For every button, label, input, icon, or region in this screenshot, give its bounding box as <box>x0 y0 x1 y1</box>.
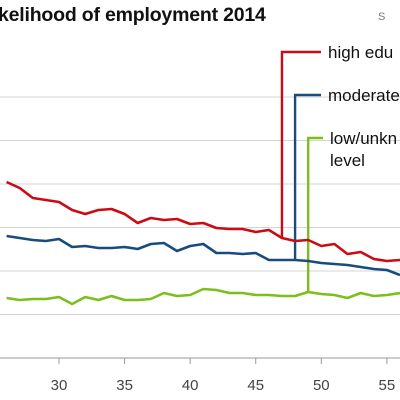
legend-leader-line <box>293 93 321 260</box>
x-tick-label: 35 <box>116 377 133 394</box>
legend-leader-line <box>280 50 321 238</box>
series-line <box>6 287 400 306</box>
series-lines <box>6 180 400 306</box>
series-line <box>6 234 400 277</box>
x-tick-label: 55 <box>379 377 396 394</box>
legend-label-low-line1: low/unkn <box>330 129 398 148</box>
x-axis: 30 35 40 45 50 55 <box>0 357 400 394</box>
x-tick-label: 30 <box>51 377 68 394</box>
legend-label-low-line2: level <box>330 151 365 170</box>
source-note: S <box>378 11 386 23</box>
legend-leader-line <box>306 136 323 292</box>
series-line <box>6 180 400 263</box>
chart-title: kelihood of employment 2014 <box>0 4 266 26</box>
legend-label-moderate: moderate <box>328 86 400 105</box>
x-tick-label: 50 <box>313 377 330 394</box>
x-tick-label: 45 <box>247 377 264 394</box>
legend-label-high: high edu <box>328 43 394 62</box>
x-tick-label: 40 <box>182 377 199 394</box>
legend-leaders <box>280 50 323 292</box>
